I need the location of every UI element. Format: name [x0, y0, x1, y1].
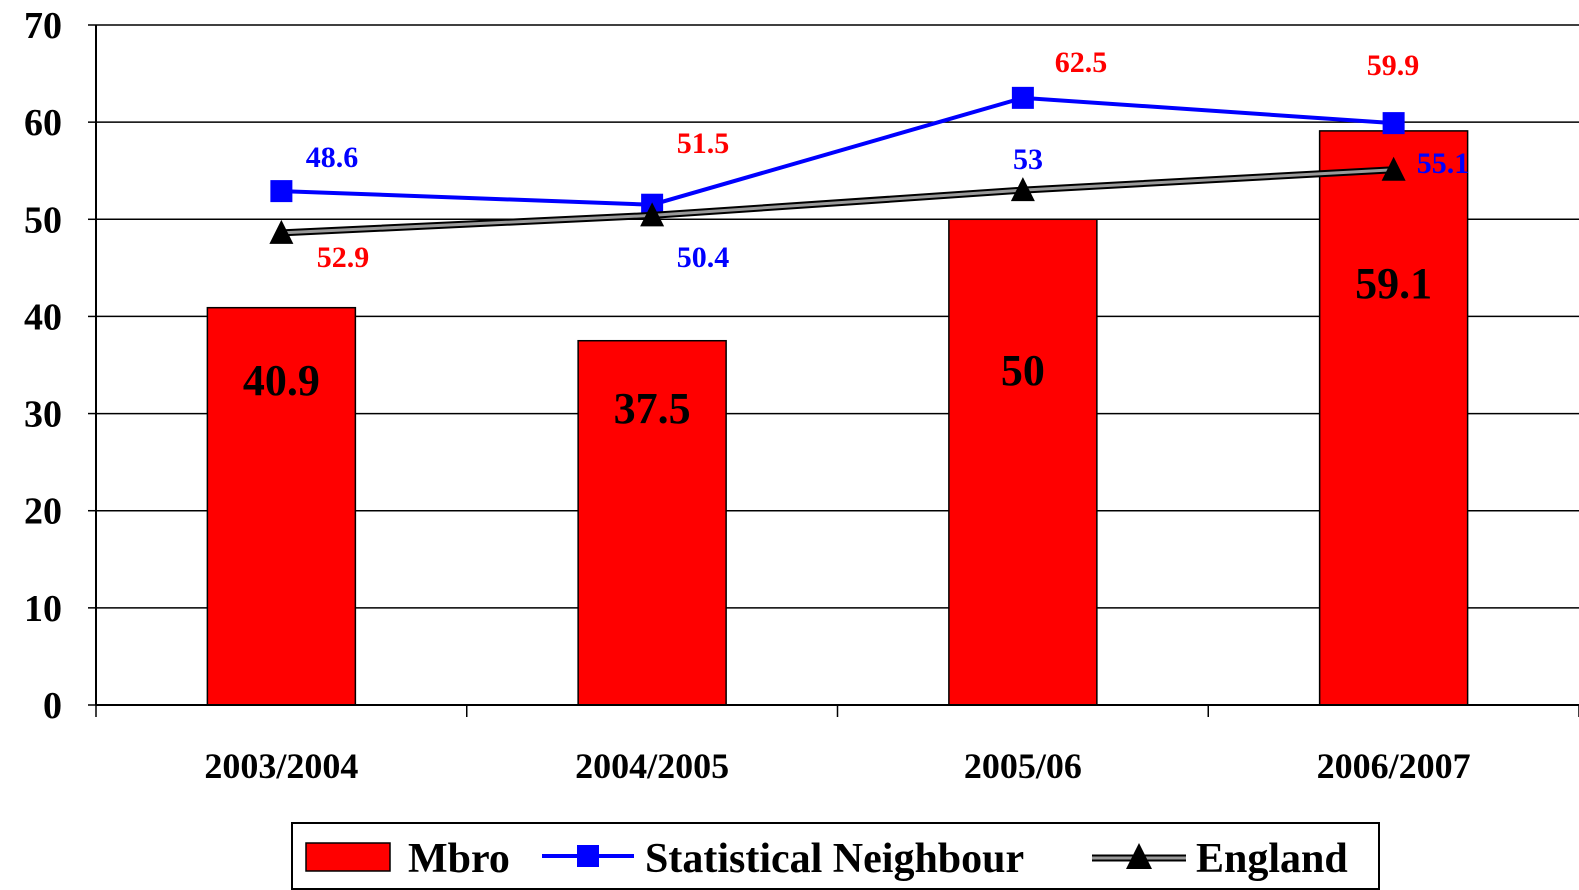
bar-mbro-1: [577, 339, 727, 706]
bar-series-mbro: [206, 130, 1469, 706]
point-statistical-neighbour-2: [1011, 86, 1034, 109]
point-england-2: [1010, 177, 1035, 202]
x-tick-label-3: 2006/2007: [1317, 746, 1471, 786]
bar-label-mbro-3: 59.1: [1355, 259, 1432, 308]
label-statistical-neighbour-1: 51.5: [677, 127, 730, 160]
point-statistical-neighbour-3: [1382, 112, 1405, 135]
axes: 0 10 20 30 40 50 60 70 2003/2004 2004/2005 2005/06…: [24, 5, 1579, 786]
legend-marker-england: [1126, 843, 1152, 869]
x-tick-label-0: 2003/2004: [204, 746, 358, 786]
y-tick-label-30: 30: [24, 394, 62, 436]
bar-label-mbro-0: 40.9: [243, 356, 320, 405]
y-tick-label-70: 70: [24, 5, 62, 47]
label-england-2: 53: [1013, 143, 1043, 176]
legend-label-mbro: Mbro: [408, 836, 510, 882]
line-england: [281, 168, 1394, 235]
y-tick-label-10: 10: [24, 588, 62, 630]
legend-box: [291, 822, 1380, 890]
legend-label-england: England: [1196, 836, 1348, 882]
y-tick-label-0: 0: [43, 685, 62, 727]
label-statistical-neighbour-3: 59.9: [1367, 49, 1420, 82]
label-england-3: 55.1: [1417, 147, 1470, 180]
y-tick-label-20: 20: [24, 491, 62, 533]
bar-mbro-3: [1318, 130, 1469, 706]
y-tick-label-50: 50: [24, 199, 62, 241]
legend-marker-statistical-neighbour: [577, 845, 599, 867]
point-statistical-neighbour-0: [270, 180, 293, 203]
label-statistical-neighbour-2: 62.5: [1055, 46, 1108, 79]
line-series: [269, 86, 1406, 244]
point-england-1: [640, 202, 665, 227]
legend: Mbro Statistical Neighbour England: [291, 822, 1380, 890]
bar-label-mbro-1: 37.5: [614, 384, 691, 433]
y-tick-label-60: 60: [24, 102, 62, 144]
point-england-0: [269, 219, 294, 244]
legend-label-statistical-neighbour: Statistical Neighbour: [645, 836, 1024, 882]
data-labels: 40.9 37.5 50 59.1 52.9 51.5 62.5 59.9 48.6 50.4 53…: [243, 46, 1469, 433]
label-statistical-neighbour-0: 52.9: [317, 241, 370, 274]
label-england-1: 50.4: [677, 241, 730, 274]
y-tick-label-40: 40: [24, 296, 62, 338]
x-tick-label-2: 2005/06: [964, 746, 1082, 786]
bar-label-mbro-2: 50: [1001, 346, 1045, 395]
x-tick-label-1: 2004/2005: [575, 746, 729, 786]
label-england-0: 48.6: [306, 141, 359, 174]
line-statistical-neighbour: [281, 95, 1394, 207]
point-england-3: [1381, 156, 1406, 181]
bar-mbro-2: [948, 218, 1098, 706]
legend-swatch-mbro: [305, 842, 391, 872]
